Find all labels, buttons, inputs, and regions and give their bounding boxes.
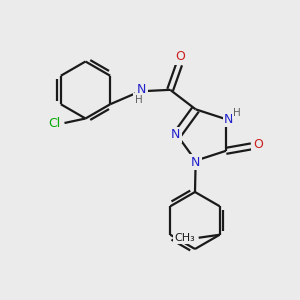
Text: H: H [233, 107, 241, 118]
Text: N: N [171, 128, 180, 142]
Text: CH₃: CH₃ [175, 233, 196, 243]
Text: N: N [191, 156, 200, 169]
Text: H: H [135, 95, 142, 105]
Text: Cl: Cl [48, 116, 60, 130]
Text: O: O [253, 138, 263, 152]
Text: O: O [176, 50, 186, 63]
Text: N: N [137, 83, 146, 96]
Text: N: N [224, 112, 233, 126]
